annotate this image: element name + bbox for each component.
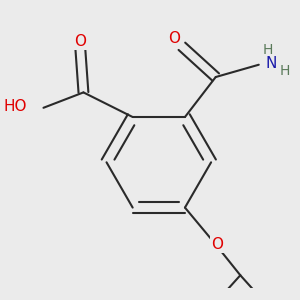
- Text: HO: HO: [3, 99, 26, 114]
- Text: H: H: [263, 43, 273, 57]
- Text: O: O: [168, 31, 180, 46]
- Text: O: O: [74, 34, 86, 49]
- Text: H: H: [280, 64, 290, 78]
- Text: O: O: [211, 237, 223, 252]
- Text: N: N: [266, 56, 277, 71]
